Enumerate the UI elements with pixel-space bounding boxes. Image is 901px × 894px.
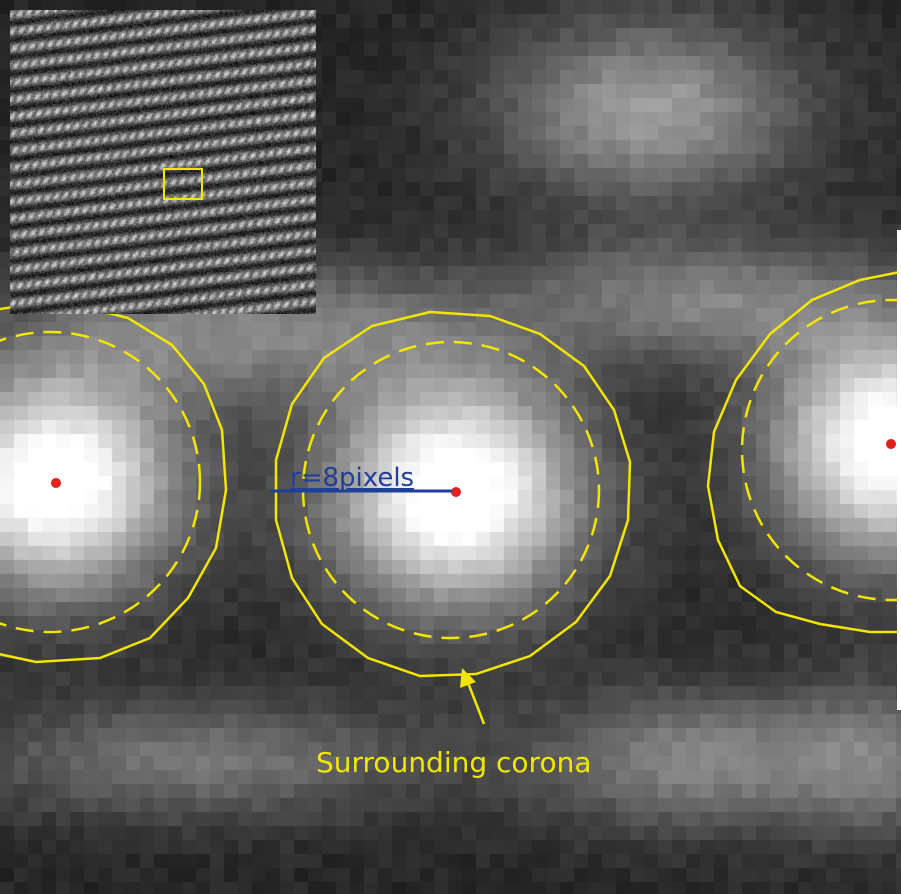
right-edge-strip [897, 230, 901, 710]
corona-outer-right [706, 270, 901, 634]
corona-label: Surrounding corona [316, 746, 592, 779]
corona-outer-center [274, 310, 632, 678]
corona-arrow-icon [460, 668, 476, 688]
corona-outer-left [0, 304, 228, 664]
inset-region-box [163, 168, 203, 200]
corona-arrow-shaft [465, 679, 486, 725]
lattice-inset [10, 10, 316, 314]
atom-boundary-left [0, 330, 202, 634]
lattice-inset-image [10, 10, 316, 314]
center-dot-center [451, 487, 461, 497]
atom-boundary-right [740, 298, 901, 602]
center-dot-right [886, 439, 896, 449]
radius-label: r=8pixels [290, 463, 414, 493]
center-dot-left [51, 478, 61, 488]
